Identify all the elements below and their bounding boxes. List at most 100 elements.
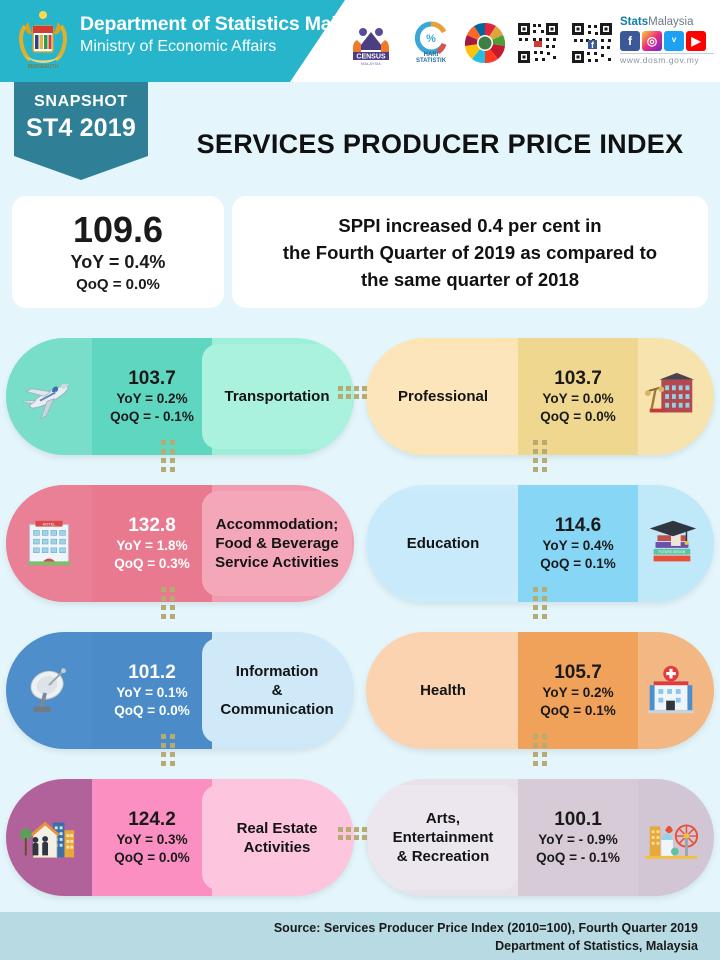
dotted-connector-horizontal [338,827,367,843]
connector-dot [170,734,175,739]
sector-value-zone: 103.7 YoY = 0.0% QoQ = 0.0% [518,338,638,455]
headline-statement-box: SPPI increased 0.4 per cent in the Fourth… [232,196,708,308]
sector-label: Health [420,682,466,699]
sdg-wheel-logo-icon [464,22,506,64]
sector-card-information-communication[interactable]: 101.2 YoY = 0.1% QoQ = 0.0% Information & Com… [6,632,354,749]
connector-dot [542,587,547,592]
amusement-park-icon [644,823,699,859]
courthouse-icon [644,372,695,412]
graduation-books-icon: FUTURE DESIGN [649,520,697,561]
sector-label-panel: Transportation [202,344,352,449]
svg-text:STATISTIK: STATISTIK [416,58,447,64]
connector-dot [542,467,547,472]
connector-dot [161,596,166,601]
connector-dot [533,605,538,610]
social-links[interactable]: f ◎ ᵛ ▶ [620,31,714,51]
sector-icon-zone: HOTEL [6,485,92,602]
svg-text:FUTURE DESIGN: FUTURE DESIGN [659,550,686,554]
connector-dot [170,614,175,619]
footer-source-line: Source: Services Producer Price Index (2… [273,921,698,935]
svg-text:MALAYSIA: MALAYSIA [361,61,381,66]
sector-label: Professional [397,388,489,405]
headline-statement-text: SPPI increased 0.4 per cent in the Fourth… [282,214,658,290]
sector-index-value: 103.7 [128,368,176,389]
connector-dot [161,734,166,739]
connector-dot [354,827,359,832]
sector-icon-zone [6,632,92,749]
connector-dot [362,827,367,832]
connector-dot [533,449,538,454]
facebook-icon[interactable]: f [620,31,640,51]
page-header: BERSEKUTU Department of Statistics Malay… [0,0,720,82]
youtube-icon[interactable]: ▶ [686,31,706,51]
website-url[interactable]: www.dosm.gov.my [620,53,714,65]
connector-dot [542,440,547,445]
connector-dot [338,827,343,832]
connector-dot [338,835,343,840]
connector-dot [542,761,547,766]
dotted-connector-vertical [161,734,175,774]
dotted-connector-vertical [533,440,547,480]
hospital-icon [647,665,695,713]
connector-dot [354,394,359,399]
svg-text:HARI: HARI [424,52,439,58]
sector-icon-zone [628,338,714,455]
satellite-dish-icon [30,667,66,712]
connector-dot [170,596,175,601]
connector-dot [362,394,367,399]
sector-yoy: YoY = 0.2% [542,685,614,700]
connector-dot [533,734,538,739]
connector-dot [542,449,547,454]
sector-value-zone: 101.2 YoY = 0.1% QoQ = 0.0% [92,632,212,749]
sector-card-health[interactable]: 105.7 YoY = 0.2% QoQ = 0.1% Health [366,632,714,749]
connector-dot [533,752,538,757]
sector-card-transportation[interactable]: 103.7 YoY = 0.2% QoQ = - 0.1% Transportatio… [6,338,354,455]
sector-index-value: 105.7 [554,662,602,683]
sector-label-panel: Information & Communication [202,638,352,743]
instagram-icon[interactable]: ◎ [642,31,662,51]
connector-dot [542,458,547,463]
snapshot-ribbon: SNAPSHOT ST4 2019 [14,82,148,180]
sector-card-accommodation[interactable]: HOTEL 132.8 YoY = 1.8% QoQ = 0.3% Accommoda… [6,485,354,602]
twitter-icon[interactable]: ᵛ [664,31,684,51]
sector-card-row: HOTEL 132.8 YoY = 1.8% QoQ = 0.3% Accommoda… [0,477,720,624]
sector-card-real-estate[interactable]: 124.2 YoY = 0.3% QoQ = 0.0% Real Estate Acti… [6,779,354,896]
svg-text:BERSEKUTU: BERSEKUTU [28,64,59,70]
connector-dot [542,614,547,619]
hotel-icon: HOTEL [27,520,71,565]
sector-card-arts-entertainment[interactable]: 100.1 YoY = - 0.9% QoQ = - 0.1% Arts, Entert… [366,779,714,896]
sector-value-zone: 114.6 YoY = 0.4% QoQ = 0.1% [518,485,638,602]
sector-card-education[interactable]: FUTURE DESIGN 114.6 YoY = 0.4% QoQ = 0.1% Ed… [366,485,714,602]
connector-dot [542,743,547,748]
sector-qoq: QoQ = - 0.1% [110,409,194,424]
sector-qoq: QoQ = 0.0% [114,850,190,865]
connector-dot [170,440,175,445]
page-footer: Source: Services Producer Price Index (2… [0,912,720,960]
sector-label-panel: Arts, Entertainment & Recreation [368,785,518,890]
page-title: SERVICES PRODUCER PRICE INDEX [196,129,684,159]
svg-text:f: f [591,40,595,50]
connector-dot [170,587,175,592]
connector-dot [533,614,538,619]
stats-malaysia-block: StatsMalaysia f ◎ ᵛ ▶ www.dosm.gov.my [620,16,714,65]
connector-dot [161,743,166,748]
connector-dot [346,386,351,391]
connector-dot [170,458,175,463]
sector-card-grid: 103.7 YoY = 0.2% QoQ = - 0.1% Transportatio… [0,330,720,918]
connector-dot [346,394,351,399]
sector-qoq: QoQ = 0.1% [540,556,616,571]
connector-dot [161,587,166,592]
sector-icon-zone [628,632,714,749]
sector-card-professional[interactable]: 103.7 YoY = 0.0% QoQ = 0.0% Professional [366,338,714,455]
sector-index-value: 101.2 [128,662,176,683]
connector-dot [338,386,343,391]
footer-department-line: Department of Statistics, Malaysia [495,939,698,953]
connector-dot [533,596,538,601]
hari-statistik-negara-logo-icon: % HARI STATISTIK [414,21,447,64]
sector-label-panel: Real Estate Activities [202,785,352,890]
sector-card-row: 101.2 YoY = 0.1% QoQ = 0.0% Information & Com… [0,624,720,771]
sector-label: Transportation [224,388,330,405]
sector-index-value: 114.6 [554,515,602,536]
connector-dot [161,752,166,757]
stats-brand-light: Malaysia [648,16,694,28]
